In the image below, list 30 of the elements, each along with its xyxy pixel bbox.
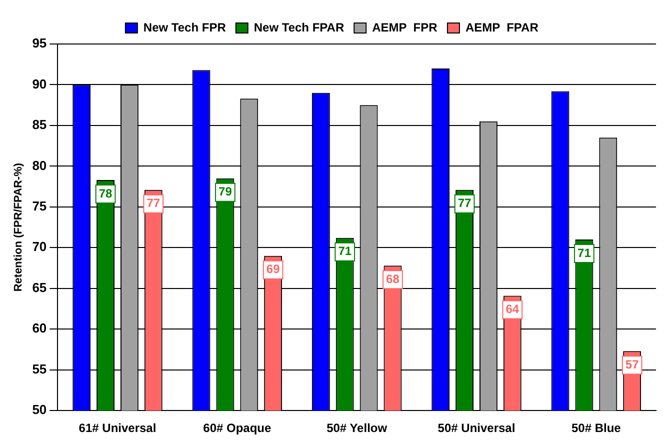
legend-label: AEMP FPAR	[465, 20, 539, 34]
data-label: 64	[506, 302, 520, 316]
data-label: 69	[266, 262, 280, 276]
legend-label: New Tech FPR	[143, 20, 226, 34]
x-tick-label: 50# Blue	[571, 421, 622, 436]
data-label: 68	[386, 272, 400, 286]
y-tick-label: 65	[32, 280, 47, 295]
data-label: 77	[146, 196, 160, 210]
legend-label: New Tech FPAR	[254, 20, 344, 34]
legend-label: AEMP FPR	[372, 20, 438, 34]
y-tick-label: 90	[32, 76, 47, 92]
y-tick-label: 80	[32, 158, 47, 173]
x-tick-label: 50# Yellow	[326, 421, 388, 436]
y-tick-label: 60	[32, 320, 47, 336]
y-axis-title: Retention (FPR/FPAR-%)	[12, 162, 25, 292]
data-label: 57	[625, 357, 640, 372]
data-label: 77	[458, 196, 472, 210]
y-tick-label: 95	[32, 36, 47, 51]
data-label: 71	[578, 246, 592, 260]
y-tick-label: 50	[32, 402, 47, 418]
y-tick-label: 85	[32, 117, 47, 132]
x-tick-label: 60# Opaque	[203, 421, 272, 436]
data-label: 71	[338, 244, 352, 258]
x-tick-label: 50# Universal	[438, 421, 516, 436]
x-tick-label: 61# Universal	[78, 421, 156, 436]
data-label: 79	[218, 184, 232, 199]
y-tick-label: 75	[32, 198, 47, 214]
y-tick-label: 55	[32, 361, 47, 376]
y-tick-label: 70	[32, 239, 47, 254]
data-label: 78	[98, 186, 113, 200]
